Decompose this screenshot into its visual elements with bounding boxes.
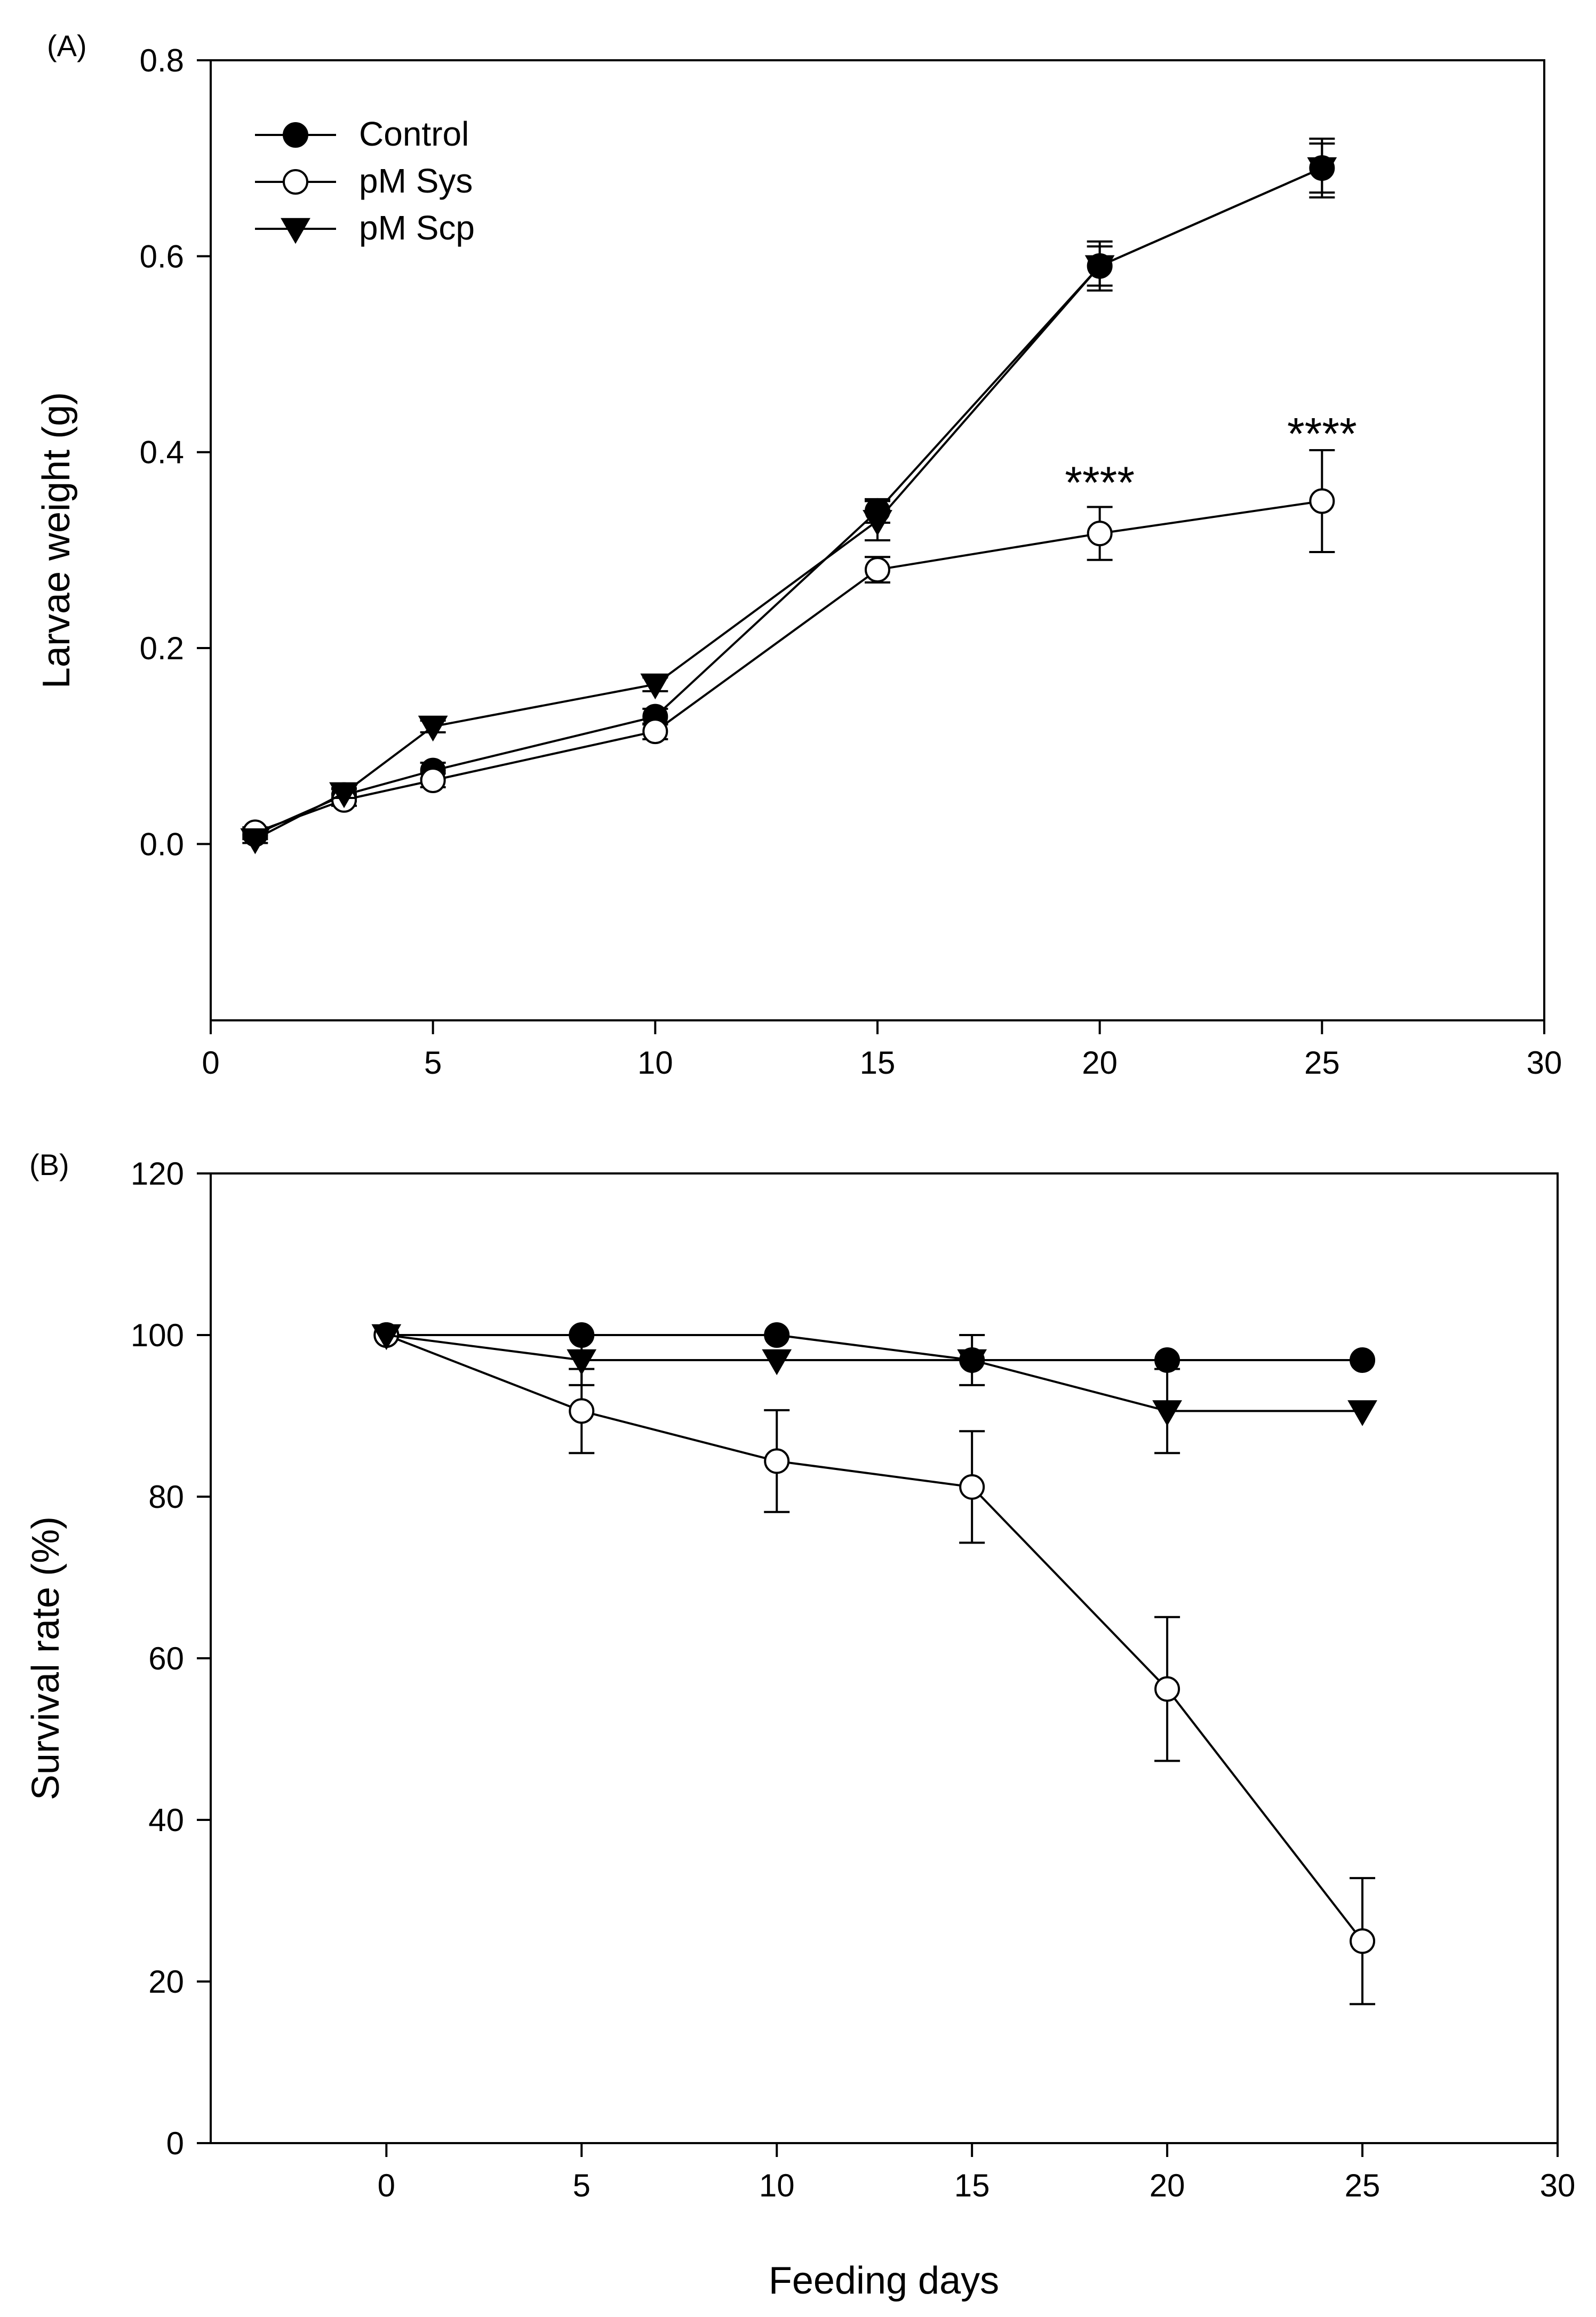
significance-annotation: ****	[1287, 409, 1357, 459]
panel-b-plot-frame	[210, 1172, 1559, 2144]
y-tick-label: 60	[148, 1641, 184, 1676]
series-line-pm-sys	[254, 500, 1322, 834]
data-point-control	[764, 1322, 790, 1348]
y-tick-label: 0	[166, 2126, 184, 2161]
panel-b-label: (B)	[29, 1148, 69, 1181]
x-tick-label: 30	[1540, 2168, 1576, 2203]
panel-b-axes: 0 5 10 15 20 25 30 0 20 40 60 80 100 120	[131, 1156, 1575, 2203]
y-tick-label: 0.8	[140, 43, 184, 78]
x-tick-label: 15	[954, 2168, 990, 2203]
x-tick-label: 25	[1345, 2168, 1380, 2203]
series-pm-sys	[373, 1322, 1376, 2006]
data-point-pm-sys	[764, 1448, 790, 1474]
x-tick-label: 0	[378, 2168, 395, 2203]
panel-a-y-axis-label: Larvae weight (g)	[35, 392, 78, 689]
legend-marker-symbol	[281, 218, 310, 244]
y-tick-label: 100	[131, 1317, 184, 1353]
x-tick-label: 15	[860, 1045, 896, 1081]
data-point-pm-scp	[1347, 1400, 1377, 1426]
series-pm-scp	[371, 1324, 1377, 1455]
data-point-pm-scp	[418, 715, 448, 742]
panel-b-series	[371, 1322, 1377, 2006]
legend-item-control: Control	[255, 115, 469, 153]
legend-marker-control	[283, 122, 308, 148]
x-tick-label: 30	[1527, 1045, 1562, 1081]
legend-item-pm-scp: pM Scp	[255, 209, 475, 247]
data-point-pm-scp	[1152, 1400, 1183, 1426]
series-pm-sys	[242, 449, 1335, 845]
data-point-pm-scp	[371, 1324, 402, 1351]
legend-label-control: Control	[359, 115, 469, 153]
data-point-control	[1350, 1347, 1376, 1373]
legend-marker-pm-scp	[281, 218, 310, 244]
data-point-pm-sys	[569, 1398, 595, 1424]
panel-a-chart: (A) 0 5 10 15 20 25 30 0.0 0.2 0.4 0.6 0.8 Larvae w…	[35, 29, 1562, 1081]
series-line-pm-sys	[386, 1334, 1363, 1942]
data-point-pm-sys	[1087, 521, 1113, 547]
data-point-pm-scp	[329, 782, 359, 809]
x-tick-label: 20	[1082, 1045, 1118, 1081]
legend-marker-symbol	[283, 169, 308, 195]
data-point-pm-sys	[1350, 1928, 1376, 1954]
legend-label-pm-sys: pM Sys	[359, 162, 473, 200]
x-tick-label: 25	[1304, 1045, 1340, 1081]
series-line-control	[386, 1334, 1363, 1361]
data-point-pm-scp	[240, 828, 270, 854]
data-point-pm-scp	[762, 1349, 792, 1376]
panel-b-x-axis-label: Feeding days	[769, 2259, 999, 2302]
legend-label-pm-scp: pM Scp	[359, 209, 475, 247]
x-tick-label: 10	[637, 1045, 673, 1081]
data-point-pm-sys	[420, 768, 446, 793]
series-line-control	[254, 167, 1323, 835]
data-point-pm-sys	[642, 718, 668, 745]
panel-a-label: (A)	[47, 29, 87, 62]
significance-annotation: ****	[1065, 458, 1135, 508]
legend-item-pm-sys: pM Sys	[255, 162, 473, 200]
data-point-pm-scp	[863, 510, 892, 536]
x-tick-label: 0	[202, 1045, 219, 1081]
data-point-pm-scp	[1307, 157, 1337, 183]
y-tick-label: 20	[148, 1964, 184, 2000]
x-tick-label: 5	[424, 1045, 442, 1081]
x-tick-label: 5	[573, 2168, 590, 2203]
panel-a-axes: 0 5 10 15 20 25 30 0.0 0.2 0.4 0.6 0.8	[140, 43, 1562, 1081]
data-point-pm-scp	[640, 673, 671, 700]
y-tick-label: 0.6	[140, 238, 184, 274]
y-tick-label: 0.2	[140, 630, 184, 666]
legend-marker-pm-sys	[283, 169, 308, 195]
panel-a-legend: Control pM Sys pM Scp	[255, 115, 475, 247]
series-line-pm-scp	[386, 1334, 1363, 1412]
panel-b-y-axis-label: Survival rate (%)	[25, 1516, 67, 1800]
data-point-pm-sys	[1154, 1676, 1180, 1702]
x-tick-label: 10	[759, 2168, 795, 2203]
panel-a-annotations: **** ****	[1065, 409, 1356, 508]
data-point-pm-scp	[957, 1349, 987, 1376]
data-point-pm-sys	[1309, 488, 1335, 514]
y-tick-label: 40	[148, 1802, 184, 1838]
series-line-pm-scp	[254, 167, 1323, 840]
data-point-pm-sys	[865, 557, 890, 583]
y-tick-label: 0.0	[140, 826, 184, 862]
y-tick-label: 80	[148, 1479, 184, 1515]
x-tick-label: 20	[1150, 2168, 1185, 2203]
series-pm-scp	[240, 142, 1337, 854]
data-point-pm-scp	[566, 1349, 597, 1376]
panel-a-series	[240, 137, 1337, 854]
data-point-pm-sys	[959, 1474, 985, 1500]
y-tick-label: 0.4	[140, 435, 184, 470]
legend-marker-symbol	[283, 122, 308, 148]
series-control	[373, 1322, 1376, 1386]
data-point-pm-scp	[1084, 255, 1115, 282]
y-tick-label: 120	[131, 1156, 184, 1192]
panel-b-chart: (B) 0 5 10 15 20 25 30 0 20 40 60 80 100 120 Survival…	[25, 1148, 1575, 2302]
